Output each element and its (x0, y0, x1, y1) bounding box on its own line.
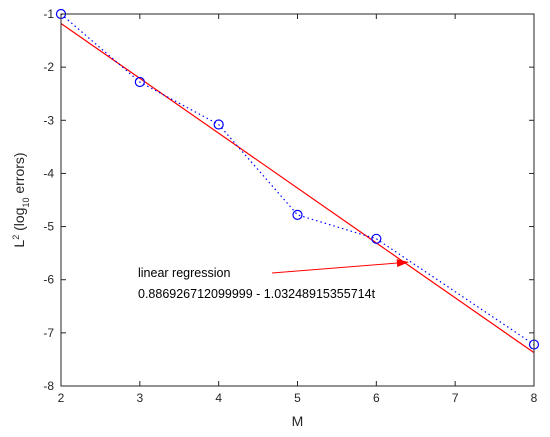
x-tick-label: 6 (373, 391, 380, 405)
x-tick-label: 4 (215, 391, 222, 405)
y-axis-label-close: errors) (11, 152, 27, 197)
x-tick-label: 2 (58, 391, 65, 405)
y-tick-label: -7 (43, 326, 54, 340)
y-axis-label-base: L (11, 240, 27, 248)
x-tick-label: 8 (531, 391, 538, 405)
y-axis-label-open: (log (11, 208, 27, 235)
y-axis-label-sup: 2 (11, 235, 21, 240)
annotation-arrow (271, 259, 409, 274)
error-point (213, 119, 224, 130)
y-tick-label: -2 (43, 60, 54, 74)
plot-area-frame (60, 13, 535, 387)
series-layer (55, 8, 540, 354)
ticks-layer: 2 3 4 5 6 7 8 -1 -2 -3 -4 -5 -6 -7 -8 (43, 7, 537, 405)
error-point (371, 233, 382, 244)
error-series-line (60, 13, 535, 346)
labels-layer: M L2 (log10 errors) (11, 152, 303, 429)
x-tick-label: 7 (452, 391, 459, 405)
x-tick-label: 3 (136, 391, 143, 405)
error-point (292, 209, 303, 220)
regression-line (60, 22, 535, 354)
annotation-title: linear regression (138, 266, 230, 280)
y-axis-label-sub: 10 (21, 198, 31, 208)
x-tick-label: 5 (294, 391, 301, 405)
error-point (134, 76, 145, 88)
annotation-equation: 0.886926712099999 - 1.03248915355714t (138, 287, 376, 301)
y-axis-label: L2 (log10 errors) (11, 152, 31, 247)
y-tick-label: -6 (43, 273, 54, 287)
y-tick-label: -3 (43, 113, 54, 127)
y-tick-label: -4 (43, 166, 54, 180)
y-tick-label: -8 (43, 379, 54, 393)
annotation: linear regression 0.886926712099999 - 1.… (138, 259, 409, 301)
y-tick-label: -1 (43, 7, 54, 21)
x-axis-label: M (292, 413, 304, 429)
y-tick-label: -5 (43, 220, 54, 234)
